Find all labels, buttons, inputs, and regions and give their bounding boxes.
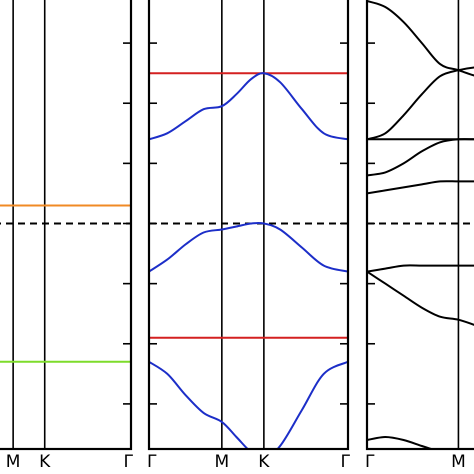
- panel-frame: [147, 0, 350, 451]
- band-line-7: [367, 270, 474, 326]
- plot-area: [0, 0, 131, 449]
- k-point-label: Γ: [124, 452, 134, 472]
- panel-frame: [365, 0, 474, 451]
- plot-area: [367, 0, 474, 449]
- k-point-label: M: [6, 452, 21, 472]
- k-point-label: Γ: [147, 452, 157, 472]
- band-line-4: [367, 138, 474, 177]
- band-line-2: [367, 66, 474, 141]
- band-line-1: [367, 0, 474, 77]
- k-point-label: M: [215, 452, 230, 472]
- band-line-6: [367, 264, 474, 273]
- band-line-3: [149, 221, 348, 273]
- k-point-label: K: [258, 452, 270, 472]
- k-point-label: Γ: [341, 452, 351, 472]
- k-point-label: M: [451, 452, 466, 472]
- k-point-label: K: [39, 452, 51, 472]
- band-line-5: [149, 360, 348, 449]
- k-point-label: Γ: [365, 452, 375, 472]
- panel-frame: [0, 0, 133, 451]
- band-line-2: [149, 72, 348, 141]
- plot-area: [149, 0, 348, 449]
- band-line-5: [367, 180, 474, 195]
- band-line-8: [367, 436, 435, 449]
